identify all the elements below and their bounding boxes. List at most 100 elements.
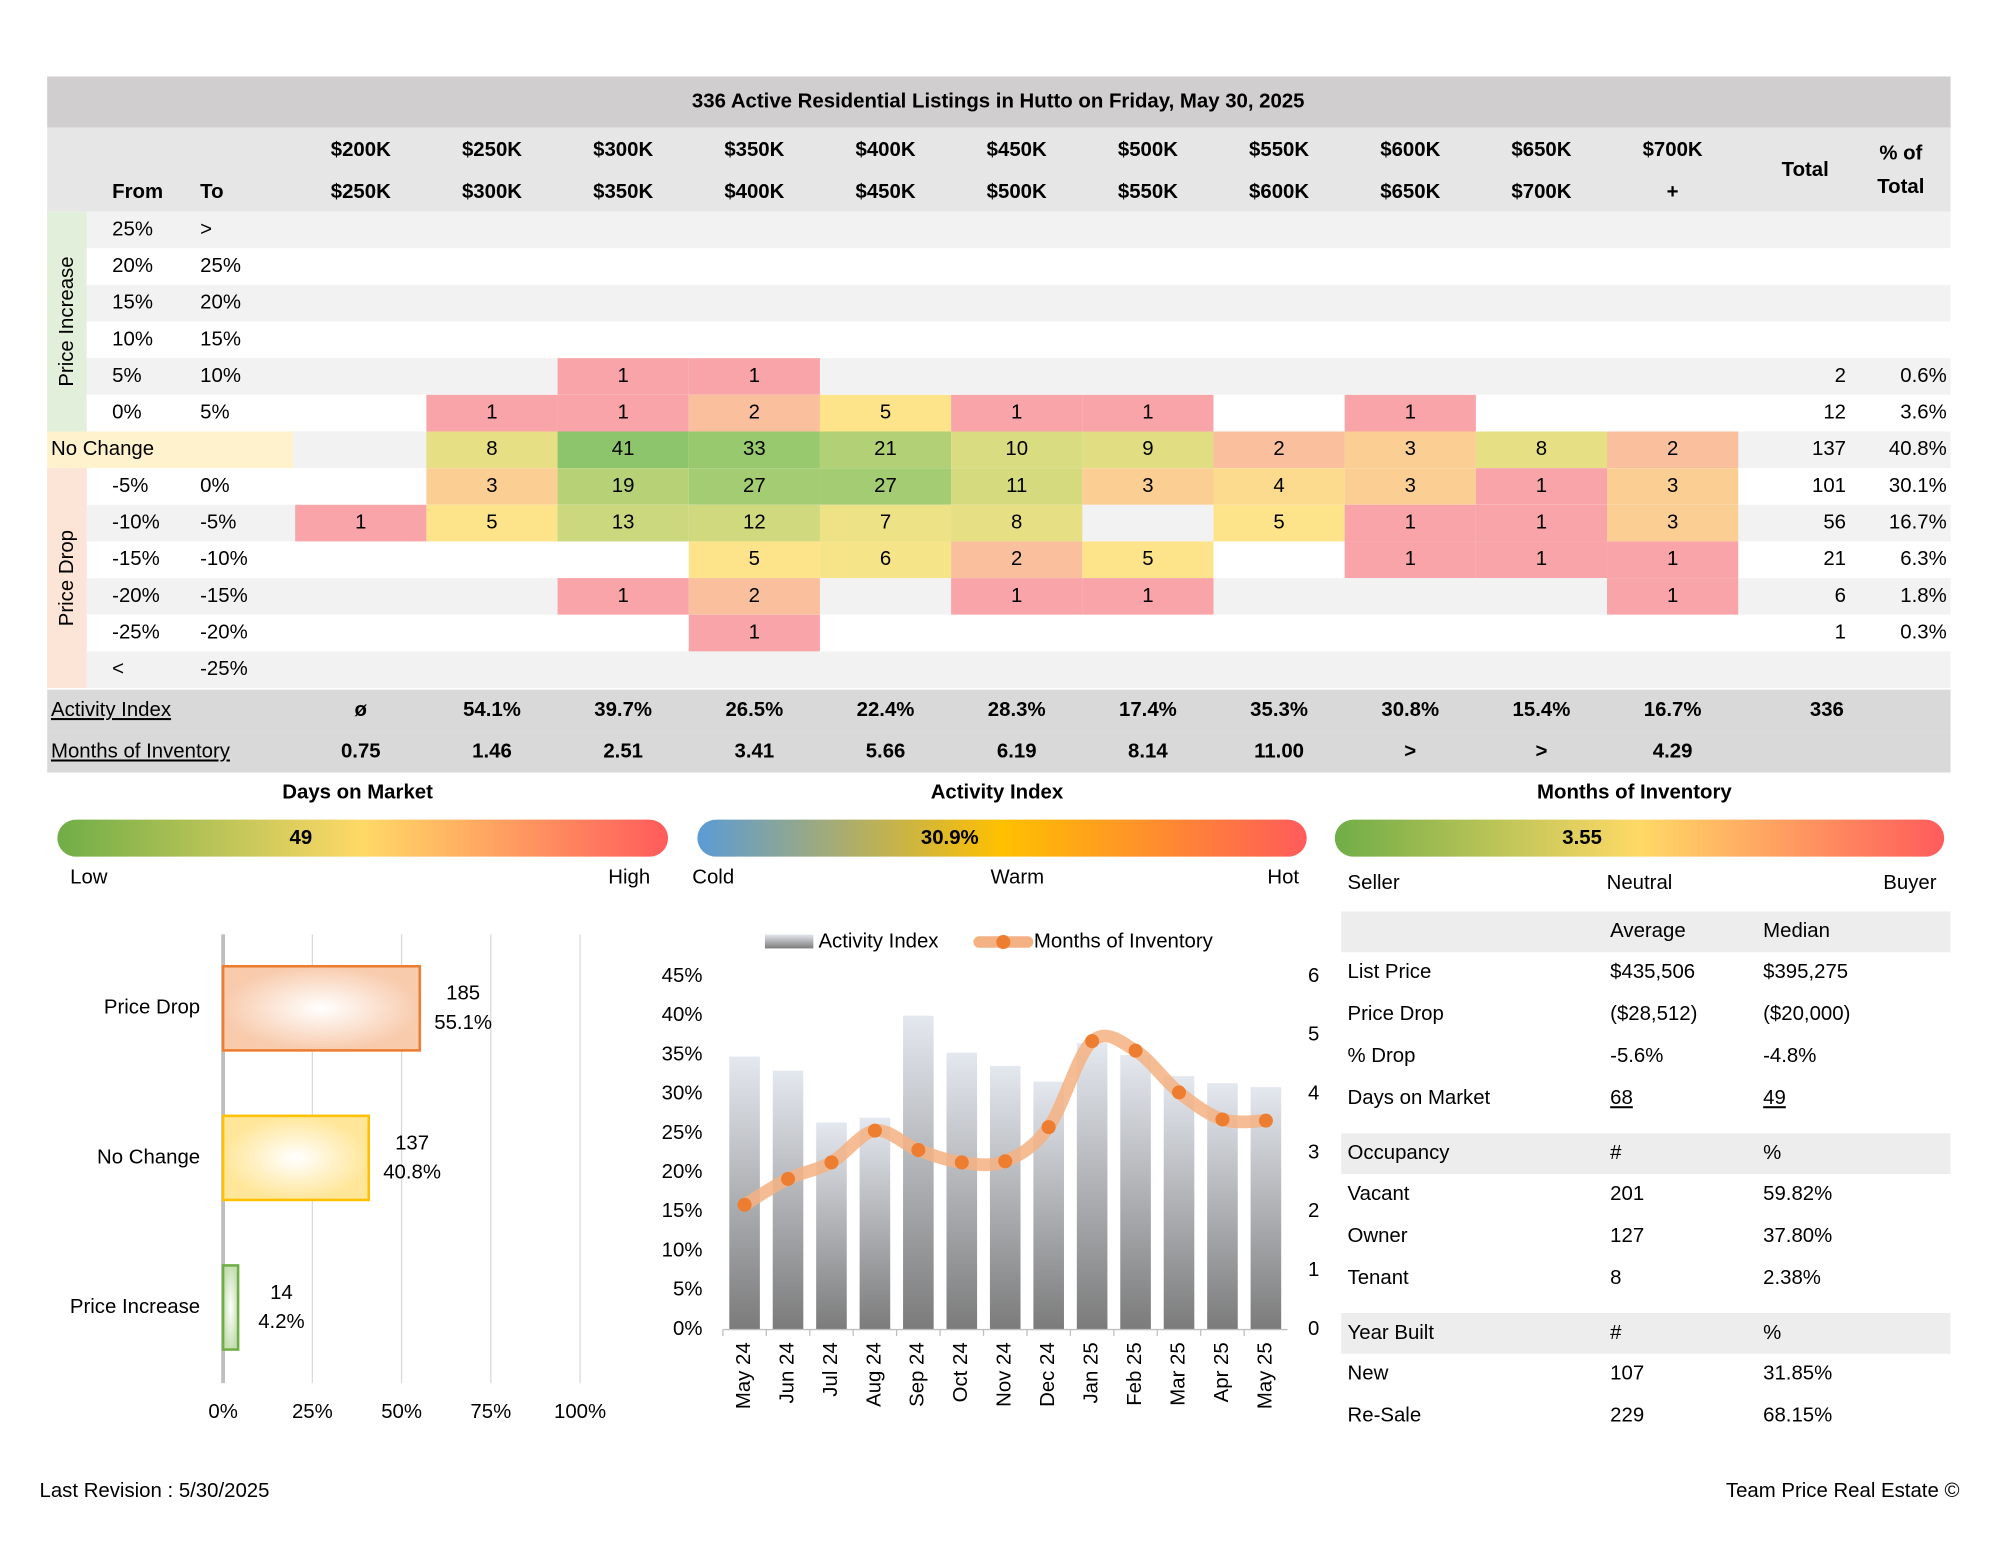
- stats-header: %: [1763, 1322, 1781, 1344]
- row-pct: 16.7%: [1889, 512, 1947, 534]
- gauge-title: Activity Index: [931, 781, 1064, 803]
- legend-marker: [996, 935, 1011, 950]
- stats-label: Re-Sale: [1348, 1405, 1422, 1427]
- price-from: $500K: [1118, 139, 1178, 161]
- cell-value: 1: [1405, 548, 1416, 570]
- stats-header: Average: [1610, 920, 1686, 942]
- cell-value: 9: [1142, 438, 1153, 460]
- heat-cell: [951, 504, 1083, 542]
- heat-cell: [819, 541, 952, 579]
- gauge-value: 3.55: [1562, 827, 1602, 849]
- y2-tick-label: 2: [1308, 1200, 1319, 1222]
- cell-value: 1: [617, 365, 628, 387]
- stats-header: Year Built: [1348, 1322, 1435, 1344]
- heat-cell: [1082, 468, 1214, 505]
- heat-cell: [688, 394, 820, 432]
- x-tick-label: 25%: [292, 1401, 333, 1423]
- row-to: 20%: [200, 292, 241, 314]
- row-pct: 0.3%: [1900, 621, 1946, 643]
- summary-value: 6.19: [997, 740, 1037, 762]
- summary-link[interactable]: Activity Index: [51, 699, 171, 721]
- category-label: Price Increase: [70, 1296, 200, 1318]
- heat-cell: [1344, 431, 1476, 469]
- bar-label: 4.2%: [258, 1311, 304, 1333]
- heat-cell: [819, 468, 952, 505]
- x-tick-label: Dec 24: [1037, 1342, 1059, 1407]
- summary-link[interactable]: Months of Inventory: [51, 740, 231, 762]
- heat-cell: [819, 431, 952, 469]
- stats-label: Tenant: [1348, 1267, 1410, 1289]
- price-to: $700K: [1511, 181, 1571, 203]
- heat-cell: [1475, 504, 1608, 542]
- heat-cell: [1344, 468, 1476, 505]
- cell-value: 27: [743, 475, 766, 497]
- price-to: $300K: [462, 181, 522, 203]
- heat-cell: [1082, 394, 1214, 432]
- price-to: $250K: [331, 181, 391, 203]
- price-from: $400K: [856, 139, 916, 161]
- gauge-title: Days on Market: [282, 781, 433, 803]
- stats-label: Days on Market: [1348, 1087, 1491, 1109]
- category-label: Price Drop: [104, 997, 200, 1019]
- cell-value: 1: [1405, 402, 1416, 424]
- cell-value: 13: [612, 512, 635, 534]
- cell-value: 1: [749, 621, 760, 643]
- cell-value: 33: [743, 438, 766, 460]
- cell-value: 8: [1536, 438, 1547, 460]
- bar: [1076, 1043, 1108, 1330]
- heat-cell: [1213, 431, 1345, 469]
- price-from: $700K: [1643, 139, 1703, 161]
- stats-value: $435,506: [1610, 961, 1695, 983]
- bar-count: 137: [395, 1132, 429, 1154]
- row-stripe: [86, 284, 1951, 322]
- cell-value: 5: [880, 402, 891, 424]
- line-marker: [954, 1155, 969, 1170]
- row-label-bg: [47, 431, 294, 469]
- legend-label: Activity Index: [818, 930, 938, 952]
- gauge-label: Cold: [692, 867, 734, 889]
- legend-swatch: [764, 934, 814, 949]
- row-to: 10%: [200, 365, 241, 387]
- group-bg: [47, 468, 87, 689]
- row-stripe: [86, 358, 1951, 395]
- row-stripe: [86, 651, 1951, 689]
- stats-value: -5.6%: [1610, 1045, 1663, 1067]
- row-total: 12: [1823, 402, 1846, 424]
- stats-value[interactable]: 49: [1763, 1087, 1786, 1109]
- price-to: $500K: [987, 181, 1047, 203]
- summary-value: 16.7%: [1644, 699, 1702, 721]
- summary-value: 26.5%: [725, 699, 783, 721]
- bar: [1120, 1054, 1151, 1330]
- bar-count: 14: [270, 1282, 293, 1304]
- cell-value: 6: [880, 548, 891, 570]
- y2-tick-label: 4: [1308, 1083, 1319, 1105]
- row-to: 0%: [200, 475, 229, 497]
- heat-cell: [688, 431, 820, 469]
- x-tick-label: 50%: [381, 1401, 422, 1423]
- summary-value: 28.3%: [988, 699, 1046, 721]
- summary-value: 8.14: [1128, 740, 1168, 762]
- summary-value: 22.4%: [857, 699, 915, 721]
- gauge-label: Hot: [1267, 867, 1299, 889]
- stats-value[interactable]: 68: [1610, 1087, 1633, 1109]
- gauge-label: Seller: [1348, 872, 1400, 894]
- summary-value: 5.66: [866, 740, 906, 762]
- price-to: $400K: [724, 181, 784, 203]
- price-to: +: [1667, 181, 1679, 203]
- summary-value: 30.8%: [1381, 699, 1439, 721]
- gauge-label: High: [608, 867, 650, 889]
- line-marker: [781, 1171, 796, 1186]
- cell-value: 5: [1142, 548, 1153, 570]
- bar-label: 40.8%: [383, 1162, 441, 1184]
- heat-cell: [1082, 578, 1214, 615]
- row-to: -5%: [200, 512, 236, 534]
- cell-value: 3: [1667, 475, 1678, 497]
- summary-band: [47, 731, 1951, 773]
- summary-value: 3.41: [735, 740, 775, 762]
- total-header: Total: [1782, 159, 1829, 181]
- price-from: $350K: [724, 139, 784, 161]
- gauge-bar: [1334, 819, 1945, 857]
- heat-cell: [1344, 541, 1476, 579]
- bar: [946, 1052, 978, 1330]
- x-tick-label: Sep 24: [907, 1342, 929, 1407]
